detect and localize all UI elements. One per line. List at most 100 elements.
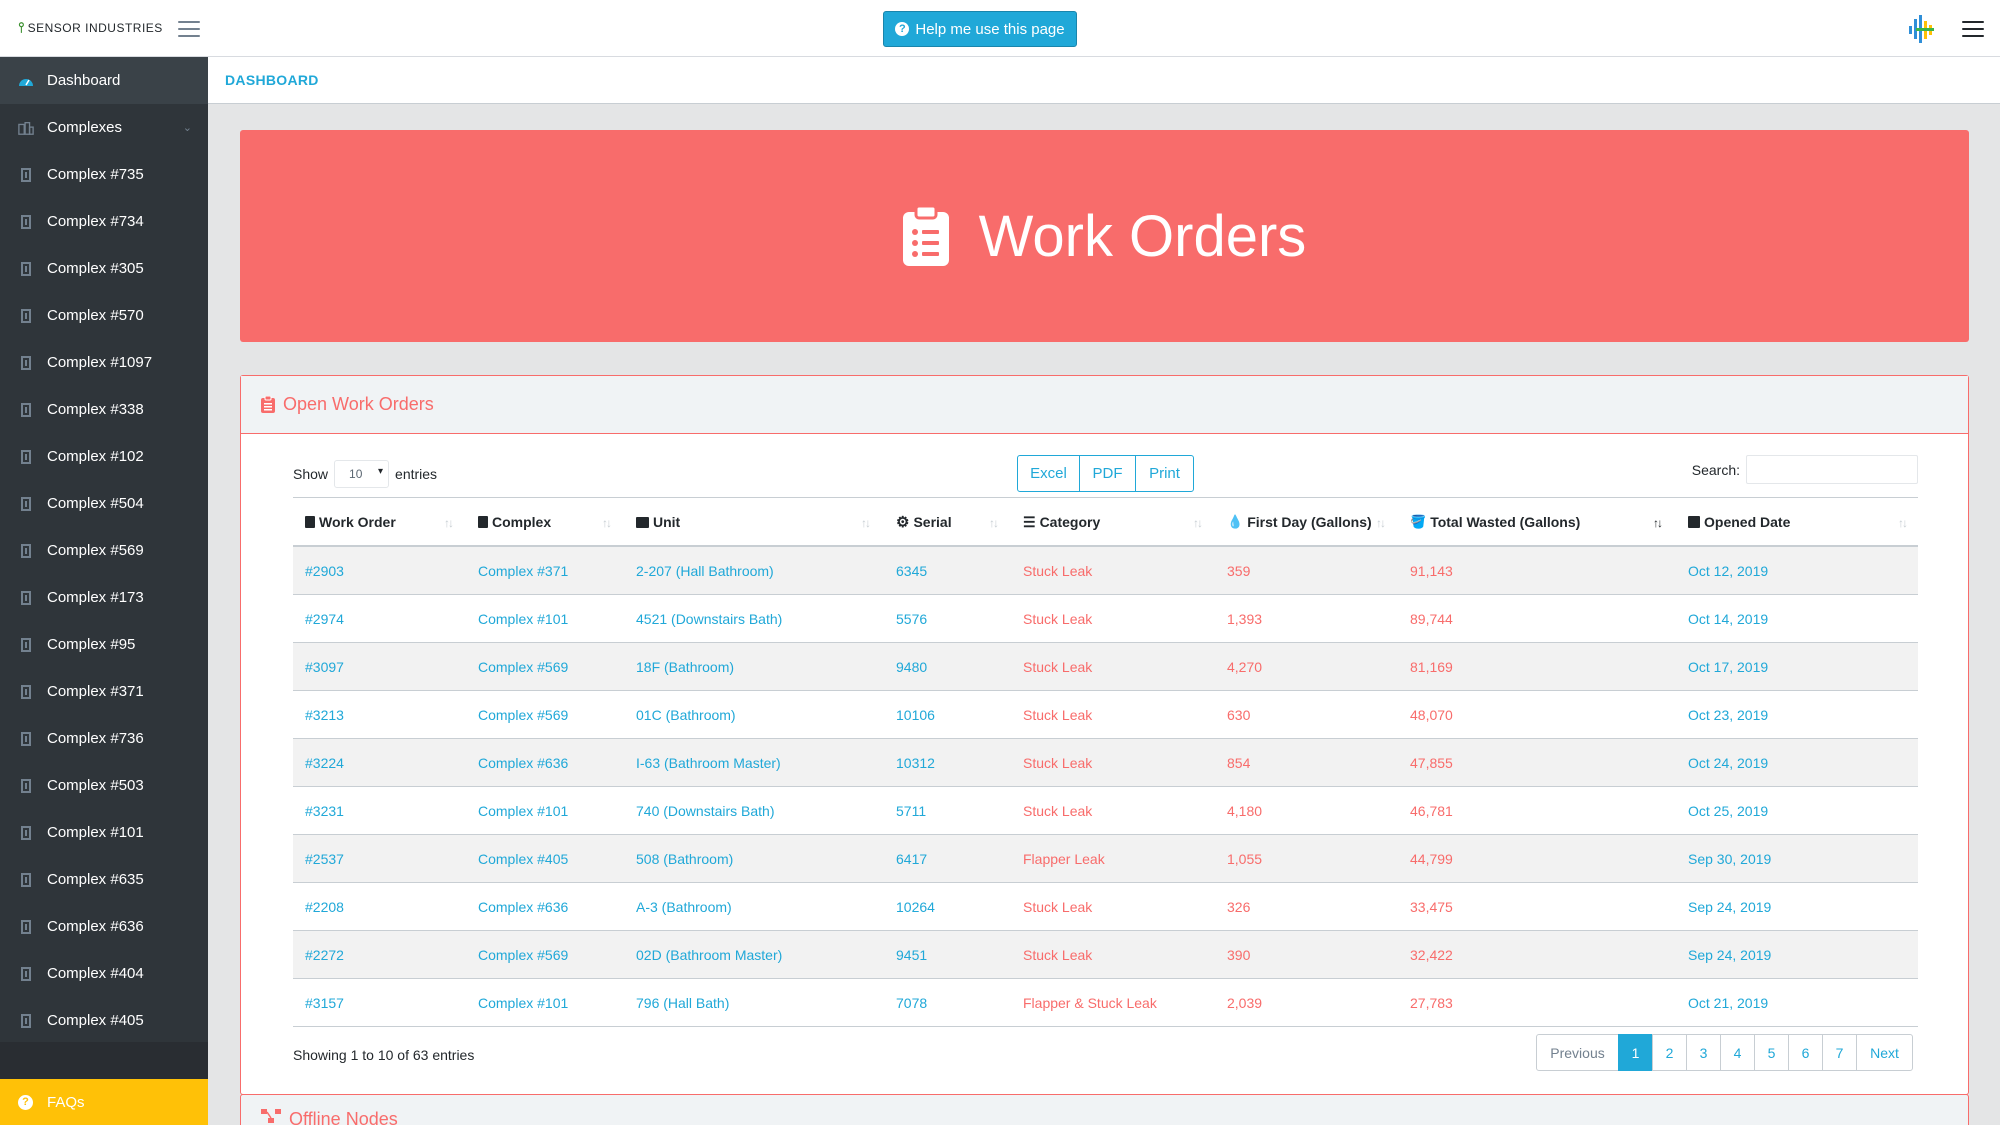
serial-link[interactable]: 7078 bbox=[896, 994, 928, 1011]
sidebar-item-complex[interactable]: Complex #1097 bbox=[0, 339, 208, 386]
sidebar-item-complex[interactable]: Complex #101 bbox=[0, 809, 208, 856]
page-button[interactable]: 4 bbox=[1720, 1034, 1755, 1071]
serial-link[interactable]: 5711 bbox=[896, 802, 927, 819]
breadcrumb-current[interactable]: DASHBOARD bbox=[225, 72, 319, 88]
sidebar-item-complex[interactable]: Complex #735 bbox=[0, 151, 208, 198]
page-button[interactable]: 7 bbox=[1822, 1034, 1857, 1071]
work-order-link[interactable]: #3224 bbox=[305, 754, 344, 771]
unit-link[interactable]: 02D (Bathroom Master) bbox=[636, 946, 783, 963]
sort-icon[interactable]: ↑↓ bbox=[861, 516, 871, 530]
complex-link[interactable]: Complex #636 bbox=[478, 898, 569, 915]
sidebar-item-complex[interactable]: Complex #404 bbox=[0, 950, 208, 997]
unit-link[interactable]: A-3 (Bathroom) bbox=[636, 898, 732, 915]
serial-link[interactable]: 10106 bbox=[896, 706, 935, 723]
work-order-link[interactable]: #2272 bbox=[305, 946, 344, 963]
sort-icon[interactable]: ↑↓ bbox=[1898, 516, 1908, 530]
table-row[interactable]: #3097 Complex #569 18F (Bathroom) 9480 Stuck… bbox=[293, 643, 1918, 691]
unit-link[interactable]: 508 (Bathroom) bbox=[636, 850, 734, 867]
aside-menu-toggle-button[interactable] bbox=[1962, 21, 1984, 37]
page-button[interactable]: 2 bbox=[1652, 1034, 1687, 1071]
complex-link[interactable]: Complex #371 bbox=[478, 562, 569, 579]
table-row[interactable]: #3231 Complex #101 740 (Downstairs Bath) 57… bbox=[293, 787, 1918, 835]
sort-icon[interactable]: ↑↓ bbox=[444, 516, 454, 530]
complex-link[interactable]: Complex #569 bbox=[478, 706, 569, 723]
faqs-link[interactable]: ? FAQs bbox=[0, 1079, 208, 1125]
table-row[interactable]: #3157 Complex #101 796 (Hall Bath) 7078 Flap… bbox=[293, 979, 1918, 1027]
table-row[interactable]: #3224 Complex #636 I-63 (Bathroom Master) 1… bbox=[293, 739, 1918, 787]
page-button[interactable]: 1 bbox=[1618, 1034, 1653, 1071]
table-row[interactable]: #2537 Complex #405 508 (Bathroom) 6417 Flapp… bbox=[293, 835, 1918, 883]
sidebar-item-complex[interactable]: Complex #734 bbox=[0, 198, 208, 245]
table-row[interactable]: #2903 Complex #371 2-207 (Hall Bathroom) 63… bbox=[293, 547, 1918, 595]
sort-icon[interactable]: ↑↓ bbox=[1376, 516, 1386, 530]
sidebar-item-complex[interactable]: Complex #305 bbox=[0, 245, 208, 292]
sidebar-item-complex[interactable]: Complex #503 bbox=[0, 762, 208, 809]
serial-link[interactable]: 6345 bbox=[896, 562, 928, 579]
column-header-total-wasted[interactable]: 🪣 Total Wasted (Gallons) bbox=[1398, 498, 1676, 546]
unit-link[interactable]: I-63 (Bathroom Master) bbox=[636, 754, 781, 771]
work-order-link[interactable]: #2974 bbox=[305, 610, 344, 627]
unit-link[interactable]: 740 (Downstairs Bath) bbox=[636, 802, 775, 819]
page-button[interactable]: 6 bbox=[1788, 1034, 1823, 1071]
print-button[interactable]: Print bbox=[1135, 455, 1194, 492]
sidebar-item-complex[interactable]: Complex #173 bbox=[0, 574, 208, 621]
unit-link[interactable]: 18F (Bathroom) bbox=[636, 658, 735, 675]
sidebar-item-complex[interactable]: Complex #636 bbox=[0, 903, 208, 950]
work-order-link[interactable]: #2903 bbox=[305, 562, 344, 579]
sidebar-item-complex[interactable]: Complex #736 bbox=[0, 715, 208, 762]
column-header-category[interactable]: ☰ Category bbox=[1011, 498, 1215, 546]
sort-icon[interactable]: ↑↓ bbox=[989, 516, 999, 530]
unit-link[interactable]: 796 (Hall Bath) bbox=[636, 994, 730, 1011]
help-button[interactable]: ? Help me use this page bbox=[883, 11, 1077, 47]
work-order-link[interactable]: #2537 bbox=[305, 850, 344, 867]
page-button[interactable]: 3 bbox=[1686, 1034, 1721, 1071]
complex-link[interactable]: Complex #101 bbox=[478, 802, 569, 819]
serial-link[interactable]: 9451 bbox=[896, 946, 928, 963]
sidebar-item-complex[interactable]: Complex #569 bbox=[0, 527, 208, 574]
serial-link[interactable]: 10264 bbox=[896, 898, 935, 915]
sidebar-item-complex[interactable]: Complex #371 bbox=[0, 668, 208, 715]
complex-link[interactable]: Complex #101 bbox=[478, 610, 569, 627]
unit-link[interactable]: 4521 (Downstairs Bath) bbox=[636, 610, 783, 627]
sort-desc-icon[interactable]: ↑↓ bbox=[1653, 516, 1663, 530]
sort-icon[interactable]: ↑↓ bbox=[1193, 516, 1203, 530]
sidebar-item-complex[interactable]: Complex #504 bbox=[0, 480, 208, 527]
complex-link[interactable]: Complex #569 bbox=[478, 946, 569, 963]
page-button[interactable]: 5 bbox=[1754, 1034, 1789, 1071]
excel-button[interactable]: Excel bbox=[1017, 455, 1080, 492]
sort-icon[interactable]: ↑↓ bbox=[602, 516, 612, 530]
complex-link[interactable]: Complex #101 bbox=[478, 994, 569, 1011]
sidebar-item-dashboard[interactable]: Dashboard bbox=[0, 57, 208, 104]
table-row[interactable]: #2974 Complex #101 4521 (Downstairs Bath) 5… bbox=[293, 595, 1918, 643]
brand-logo[interactable]: ⫯ SENSOR INDUSTRIES bbox=[18, 19, 163, 36]
column-header-opened-date[interactable]: Opened Date bbox=[1676, 498, 1918, 546]
search-input[interactable] bbox=[1746, 455, 1918, 484]
complex-link[interactable]: Complex #405 bbox=[478, 850, 569, 867]
column-header-first-day[interactable]: 💧 First Day (Gallons) bbox=[1215, 498, 1398, 546]
serial-link[interactable]: 9480 bbox=[896, 658, 928, 675]
unit-link[interactable]: 01C (Bathroom) bbox=[636, 706, 736, 723]
next-page-button[interactable]: Next bbox=[1856, 1034, 1913, 1071]
column-header-complex[interactable]: Complex bbox=[466, 498, 624, 546]
work-order-link[interactable]: #3213 bbox=[305, 706, 344, 723]
pdf-button[interactable]: PDF bbox=[1079, 455, 1136, 492]
complex-link[interactable]: Complex #569 bbox=[478, 658, 569, 675]
sidebar-toggle-button[interactable] bbox=[178, 21, 200, 37]
complex-link[interactable]: Complex #636 bbox=[478, 754, 569, 771]
serial-link[interactable]: 6417 bbox=[896, 850, 928, 867]
work-order-link[interactable]: #3231 bbox=[305, 802, 344, 819]
table-row[interactable]: #2272 Complex #569 02D (Bathroom Master) 94… bbox=[293, 931, 1918, 979]
page-length-select[interactable]: 10 bbox=[334, 460, 390, 488]
sidebar-item-complex[interactable]: Complex #95 bbox=[0, 621, 208, 668]
unit-link[interactable]: 2-207 (Hall Bathroom) bbox=[636, 562, 774, 579]
sidebar-item-complex[interactable]: Complex #338 bbox=[0, 386, 208, 433]
sidebar-item-complex[interactable]: Complex #570 bbox=[0, 292, 208, 339]
table-row[interactable]: #3213 Complex #569 01C (Bathroom) 10106 Stuc… bbox=[293, 691, 1918, 739]
sidebar-item-complex[interactable]: Complex #405 bbox=[0, 997, 208, 1044]
work-order-link[interactable]: #3097 bbox=[305, 658, 344, 675]
previous-page-button[interactable]: Previous bbox=[1536, 1034, 1619, 1071]
work-order-link[interactable]: #2208 bbox=[305, 898, 344, 915]
table-row[interactable]: #2208 Complex #636 A-3 (Bathroom) 10264 Stuc… bbox=[293, 883, 1918, 931]
column-header-unit[interactable]: Unit bbox=[624, 498, 884, 546]
serial-link[interactable]: 5576 bbox=[896, 610, 928, 627]
